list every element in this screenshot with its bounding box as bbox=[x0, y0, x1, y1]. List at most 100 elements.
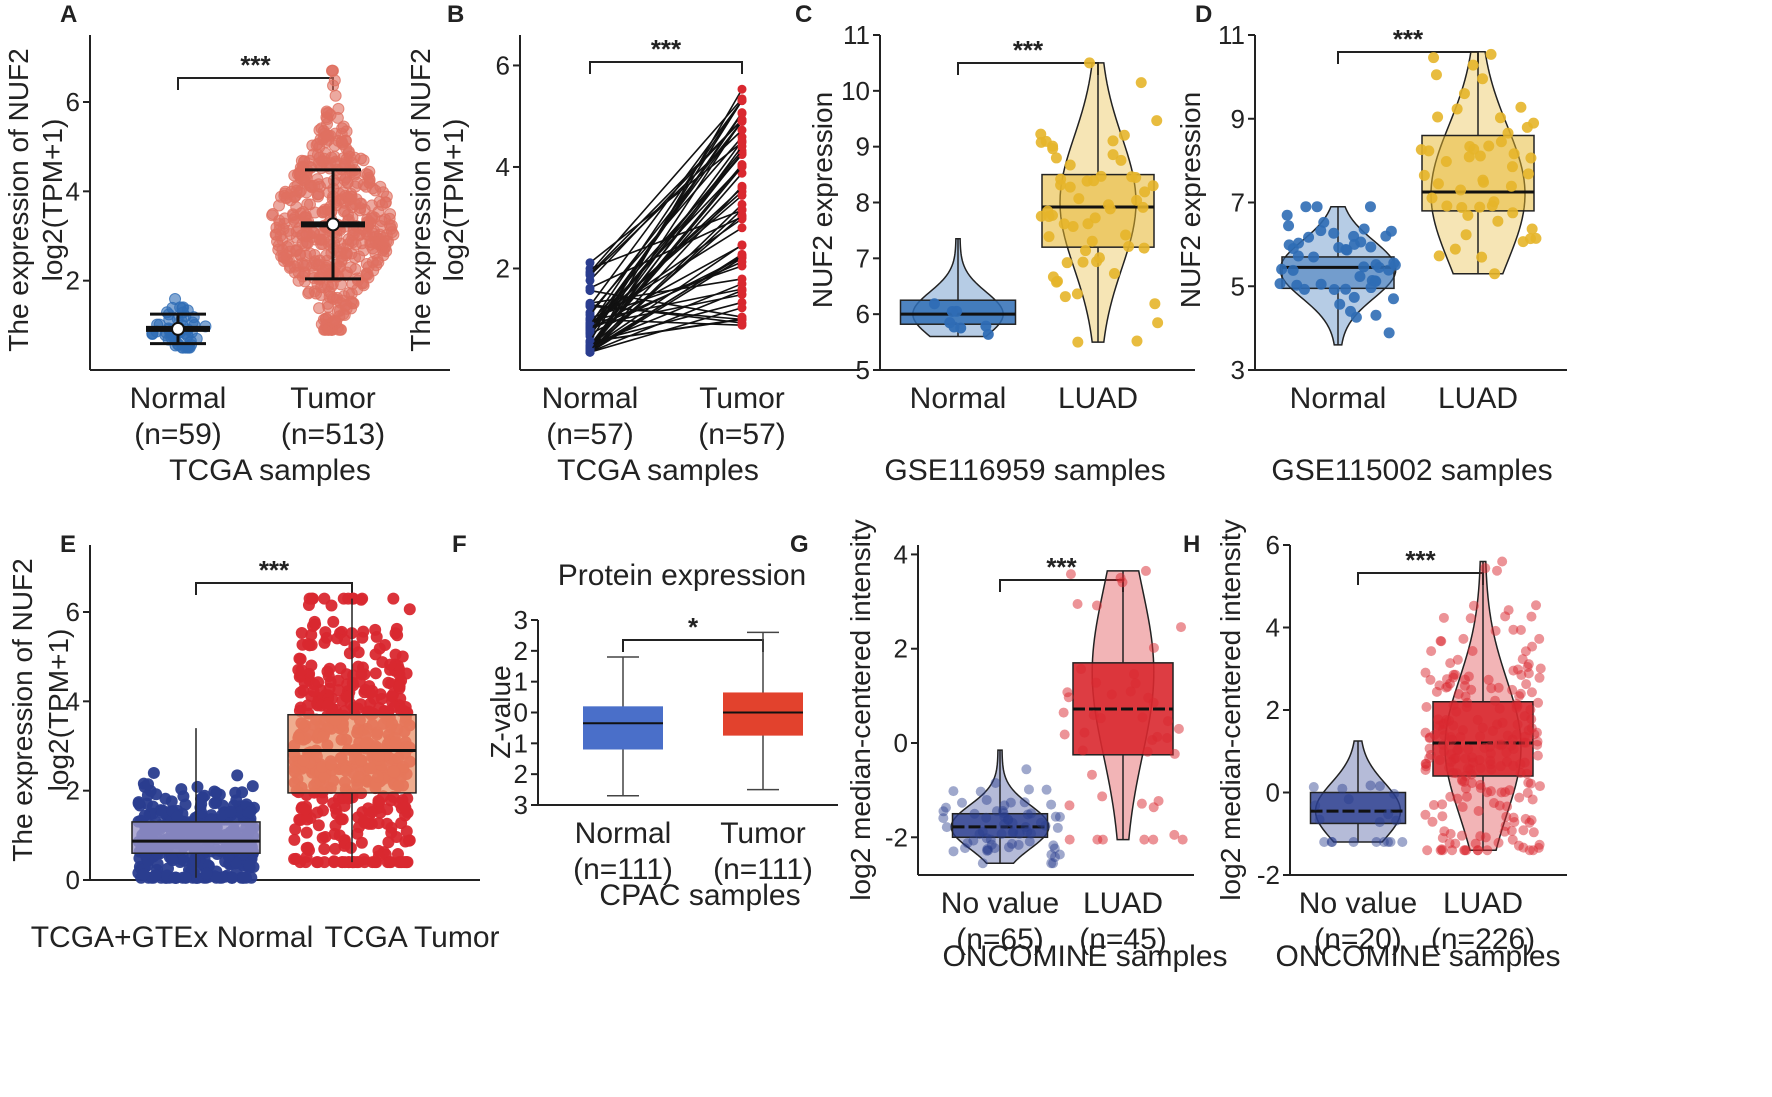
data-point bbox=[1450, 669, 1461, 680]
data-point bbox=[1462, 763, 1473, 774]
data-point bbox=[293, 652, 306, 665]
data-point bbox=[343, 150, 356, 163]
data-point bbox=[585, 258, 595, 268]
data-point bbox=[1428, 52, 1440, 64]
data-point bbox=[132, 796, 145, 809]
data-point bbox=[737, 286, 747, 296]
data-point bbox=[357, 625, 370, 638]
x-category-label: Normal bbox=[130, 382, 227, 415]
data-point bbox=[1467, 59, 1479, 71]
data-point bbox=[1528, 827, 1539, 838]
data-point bbox=[369, 247, 382, 260]
y-axis-label: The expression of NUF2 bbox=[405, 48, 436, 351]
data-point bbox=[1287, 264, 1299, 276]
data-point bbox=[275, 250, 288, 263]
x-category-label: Normal bbox=[575, 817, 672, 850]
data-point bbox=[1431, 686, 1442, 697]
significance-label: *** bbox=[1013, 35, 1044, 65]
data-point bbox=[327, 855, 340, 868]
data-point bbox=[1048, 840, 1059, 851]
data-point bbox=[1534, 672, 1545, 683]
data-point bbox=[1139, 186, 1151, 198]
data-point bbox=[1524, 817, 1535, 828]
data-point bbox=[983, 845, 994, 856]
data-point bbox=[393, 668, 406, 681]
y-tick-label: 7 bbox=[856, 243, 870, 273]
data-point bbox=[977, 858, 988, 869]
data-point bbox=[1463, 744, 1474, 755]
data-point bbox=[290, 244, 303, 257]
data-point bbox=[1440, 155, 1452, 167]
data-point bbox=[1493, 837, 1504, 848]
data-point bbox=[237, 871, 250, 884]
data-point bbox=[1485, 755, 1496, 766]
data-point bbox=[1389, 259, 1401, 271]
data-point bbox=[1439, 826, 1450, 837]
data-point bbox=[1283, 220, 1295, 232]
data-point bbox=[1072, 598, 1083, 609]
data-point bbox=[1318, 216, 1330, 228]
y-tick-label: 9 bbox=[856, 132, 870, 162]
y-tick-label: 2 bbox=[514, 636, 528, 666]
x-category-label: Tumor bbox=[720, 817, 806, 850]
panel-letter: C bbox=[795, 1, 812, 28]
data-point bbox=[1055, 179, 1067, 191]
data-point bbox=[1513, 840, 1524, 851]
data-point bbox=[1148, 697, 1159, 708]
data-point bbox=[380, 190, 393, 203]
data-point bbox=[1505, 180, 1517, 192]
data-point bbox=[1340, 283, 1352, 295]
y-tick-label: 3 bbox=[514, 605, 528, 635]
data-point bbox=[1519, 711, 1530, 722]
data-point bbox=[324, 676, 337, 689]
x-category-label: LUAD bbox=[1438, 382, 1518, 415]
data-point bbox=[1162, 733, 1173, 744]
data-point bbox=[1488, 196, 1500, 208]
data-point bbox=[737, 190, 747, 200]
data-point bbox=[1444, 715, 1455, 726]
data-point bbox=[1483, 140, 1495, 152]
y-tick-label: 6 bbox=[856, 299, 870, 329]
data-point bbox=[1169, 748, 1180, 759]
data-point bbox=[957, 797, 968, 808]
data-point bbox=[1334, 298, 1346, 310]
significance-bracket bbox=[589, 61, 743, 74]
data-point bbox=[962, 838, 973, 849]
data-point bbox=[1507, 834, 1518, 845]
data-point bbox=[400, 825, 413, 838]
data-point bbox=[318, 592, 331, 605]
data-point bbox=[165, 795, 178, 808]
data-point bbox=[1073, 193, 1085, 205]
data-point bbox=[1466, 684, 1477, 695]
data-point bbox=[1427, 816, 1438, 827]
data-point bbox=[960, 843, 971, 854]
data-point bbox=[948, 786, 959, 797]
paired-line bbox=[589, 145, 743, 352]
data-point bbox=[737, 223, 747, 233]
data-point bbox=[372, 850, 385, 863]
data-point bbox=[982, 845, 993, 856]
x-category-n: (n=59) bbox=[134, 418, 222, 451]
data-point bbox=[356, 592, 369, 605]
data-point bbox=[236, 786, 249, 799]
data-point bbox=[1123, 241, 1135, 253]
data-point bbox=[1474, 150, 1486, 162]
data-point bbox=[295, 664, 308, 677]
paired-line bbox=[589, 140, 743, 346]
data-point bbox=[341, 176, 354, 189]
x-category-label: LUAD bbox=[1058, 382, 1138, 415]
data-point bbox=[1050, 152, 1062, 164]
data-point bbox=[1502, 127, 1514, 139]
data-point bbox=[384, 208, 397, 221]
data-point bbox=[270, 228, 283, 241]
y-tick-label: 8 bbox=[856, 188, 870, 218]
data-point bbox=[1515, 767, 1526, 778]
data-point bbox=[294, 184, 307, 197]
data-point bbox=[210, 871, 223, 884]
y-tick-label: 4 bbox=[496, 152, 510, 182]
y-tick-label: 2 bbox=[66, 776, 80, 806]
data-point bbox=[1528, 845, 1539, 856]
data-point bbox=[1106, 689, 1117, 700]
data-point bbox=[999, 819, 1010, 830]
data-point bbox=[243, 859, 256, 872]
